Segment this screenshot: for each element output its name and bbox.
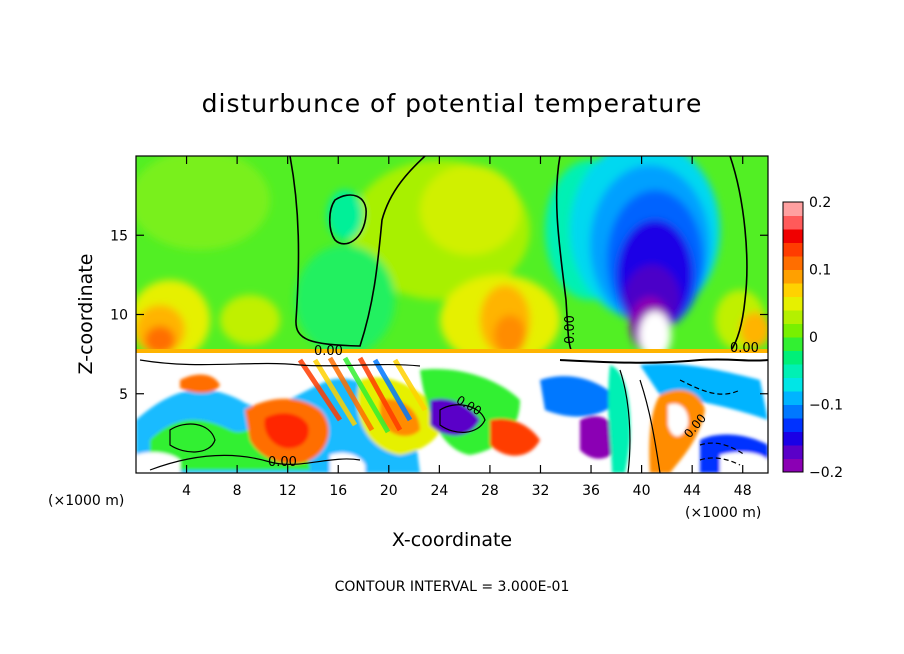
contour-interface (559, 358, 768, 364)
colorbar-frame (782, 201, 804, 473)
colorbar-swatch (783, 391, 803, 405)
x-tick-label: 8 (233, 483, 242, 499)
x-tick-label: 48 (734, 483, 752, 499)
contour-lower-dashed-2 (699, 442, 746, 456)
x-tick-label: 28 (481, 483, 499, 499)
chart-title: disturbunce of potential temperature (202, 89, 703, 118)
x-tick-label: 40 (633, 483, 651, 499)
x-tick-label: 20 (380, 483, 398, 499)
y-axis-label: Z-coordinate (75, 254, 97, 375)
colorbar-swatch (783, 202, 803, 216)
colorbar-tick-label: −0.2 (809, 465, 843, 481)
y-tick-label: 5 (119, 387, 128, 403)
colorbar-swatch (783, 418, 803, 432)
contour-lower-5 (619, 369, 631, 473)
colorbar-swatch (783, 296, 803, 311)
colorbar-tick-label: −0.1 (809, 398, 843, 414)
x-tick-label: 4 (182, 483, 191, 499)
x-tick-label: 16 (329, 483, 347, 499)
colorbar-swatch (783, 337, 803, 351)
colorbar-swatch (783, 364, 803, 378)
contour-lower-3 (169, 423, 216, 453)
contour-interval-note: CONTOUR INTERVAL = 3.000E-01 (335, 579, 570, 595)
x-tick-label: 24 (430, 483, 448, 499)
contour-zero-left (289, 156, 426, 347)
colorbar-swatch (783, 431, 803, 446)
colorbar-tick-label: 0.2 (809, 195, 831, 211)
contour-lower-4 (439, 404, 486, 433)
interface-band (136, 349, 768, 354)
contour-zero-mid (555, 156, 573, 353)
contour-lower-dashed-3 (699, 457, 741, 466)
y-tick-label: 10 (110, 308, 128, 324)
contour-zero-right (729, 156, 748, 353)
x-axis-label: X-coordinate (392, 529, 512, 551)
colorbar-swatch (783, 229, 803, 243)
colorbar-swatch (783, 323, 803, 338)
colorbar-tick-label: 0 (809, 330, 818, 346)
contour-closed-cell (328, 194, 367, 245)
x-unit-right: (×1000 m) (685, 505, 761, 521)
contour-lower-2 (149, 454, 361, 471)
contour-label-3: 0.00 (730, 341, 759, 356)
y-tick-label: 15 (110, 228, 128, 244)
contour-lower-6 (639, 379, 661, 473)
colorbar-tick-label: 0.1 (809, 263, 831, 279)
colorbar-swatch (783, 350, 803, 365)
x-axis: 4 8 12 16 20 24 28 32 36 40 44 48 (182, 156, 752, 499)
colorbar-swatch (783, 242, 803, 257)
lower-field (136, 353, 768, 473)
contour-label-1: 0.00 (314, 344, 343, 359)
upper-field (136, 156, 768, 353)
y-axis: 5 10 15 (110, 228, 768, 403)
x-tick-label: 36 (582, 483, 600, 499)
contour-label-5: 0.00 (268, 455, 297, 470)
x-tick-label: 32 (532, 483, 550, 499)
x-tick-label: 12 (279, 483, 297, 499)
x-tick-label: 44 (683, 483, 701, 499)
colorbar-swatch (783, 445, 803, 459)
colorbar-swatch (783, 256, 803, 270)
colorbar-swatch (783, 310, 803, 324)
plot-area: 0.00 0.00 0.00 0.00 0.00 0.00 (136, 156, 768, 473)
colorbar-swatch (783, 283, 803, 297)
colorbar-swatch (783, 377, 803, 392)
colorbar-swatch (783, 404, 803, 419)
contour-label-2: 0.00 (563, 315, 578, 344)
colorbar-swatch (783, 269, 803, 284)
contour-lower-dashed-1 (679, 379, 741, 395)
contour-lower-1 (139, 359, 421, 367)
colorbar: 0.2 0.1 0 −0.1 −0.2 (782, 195, 843, 481)
colorbar-swatch (783, 215, 803, 230)
x-unit-left: (×1000 m) (48, 493, 124, 509)
colorbar-swatch (783, 458, 803, 473)
